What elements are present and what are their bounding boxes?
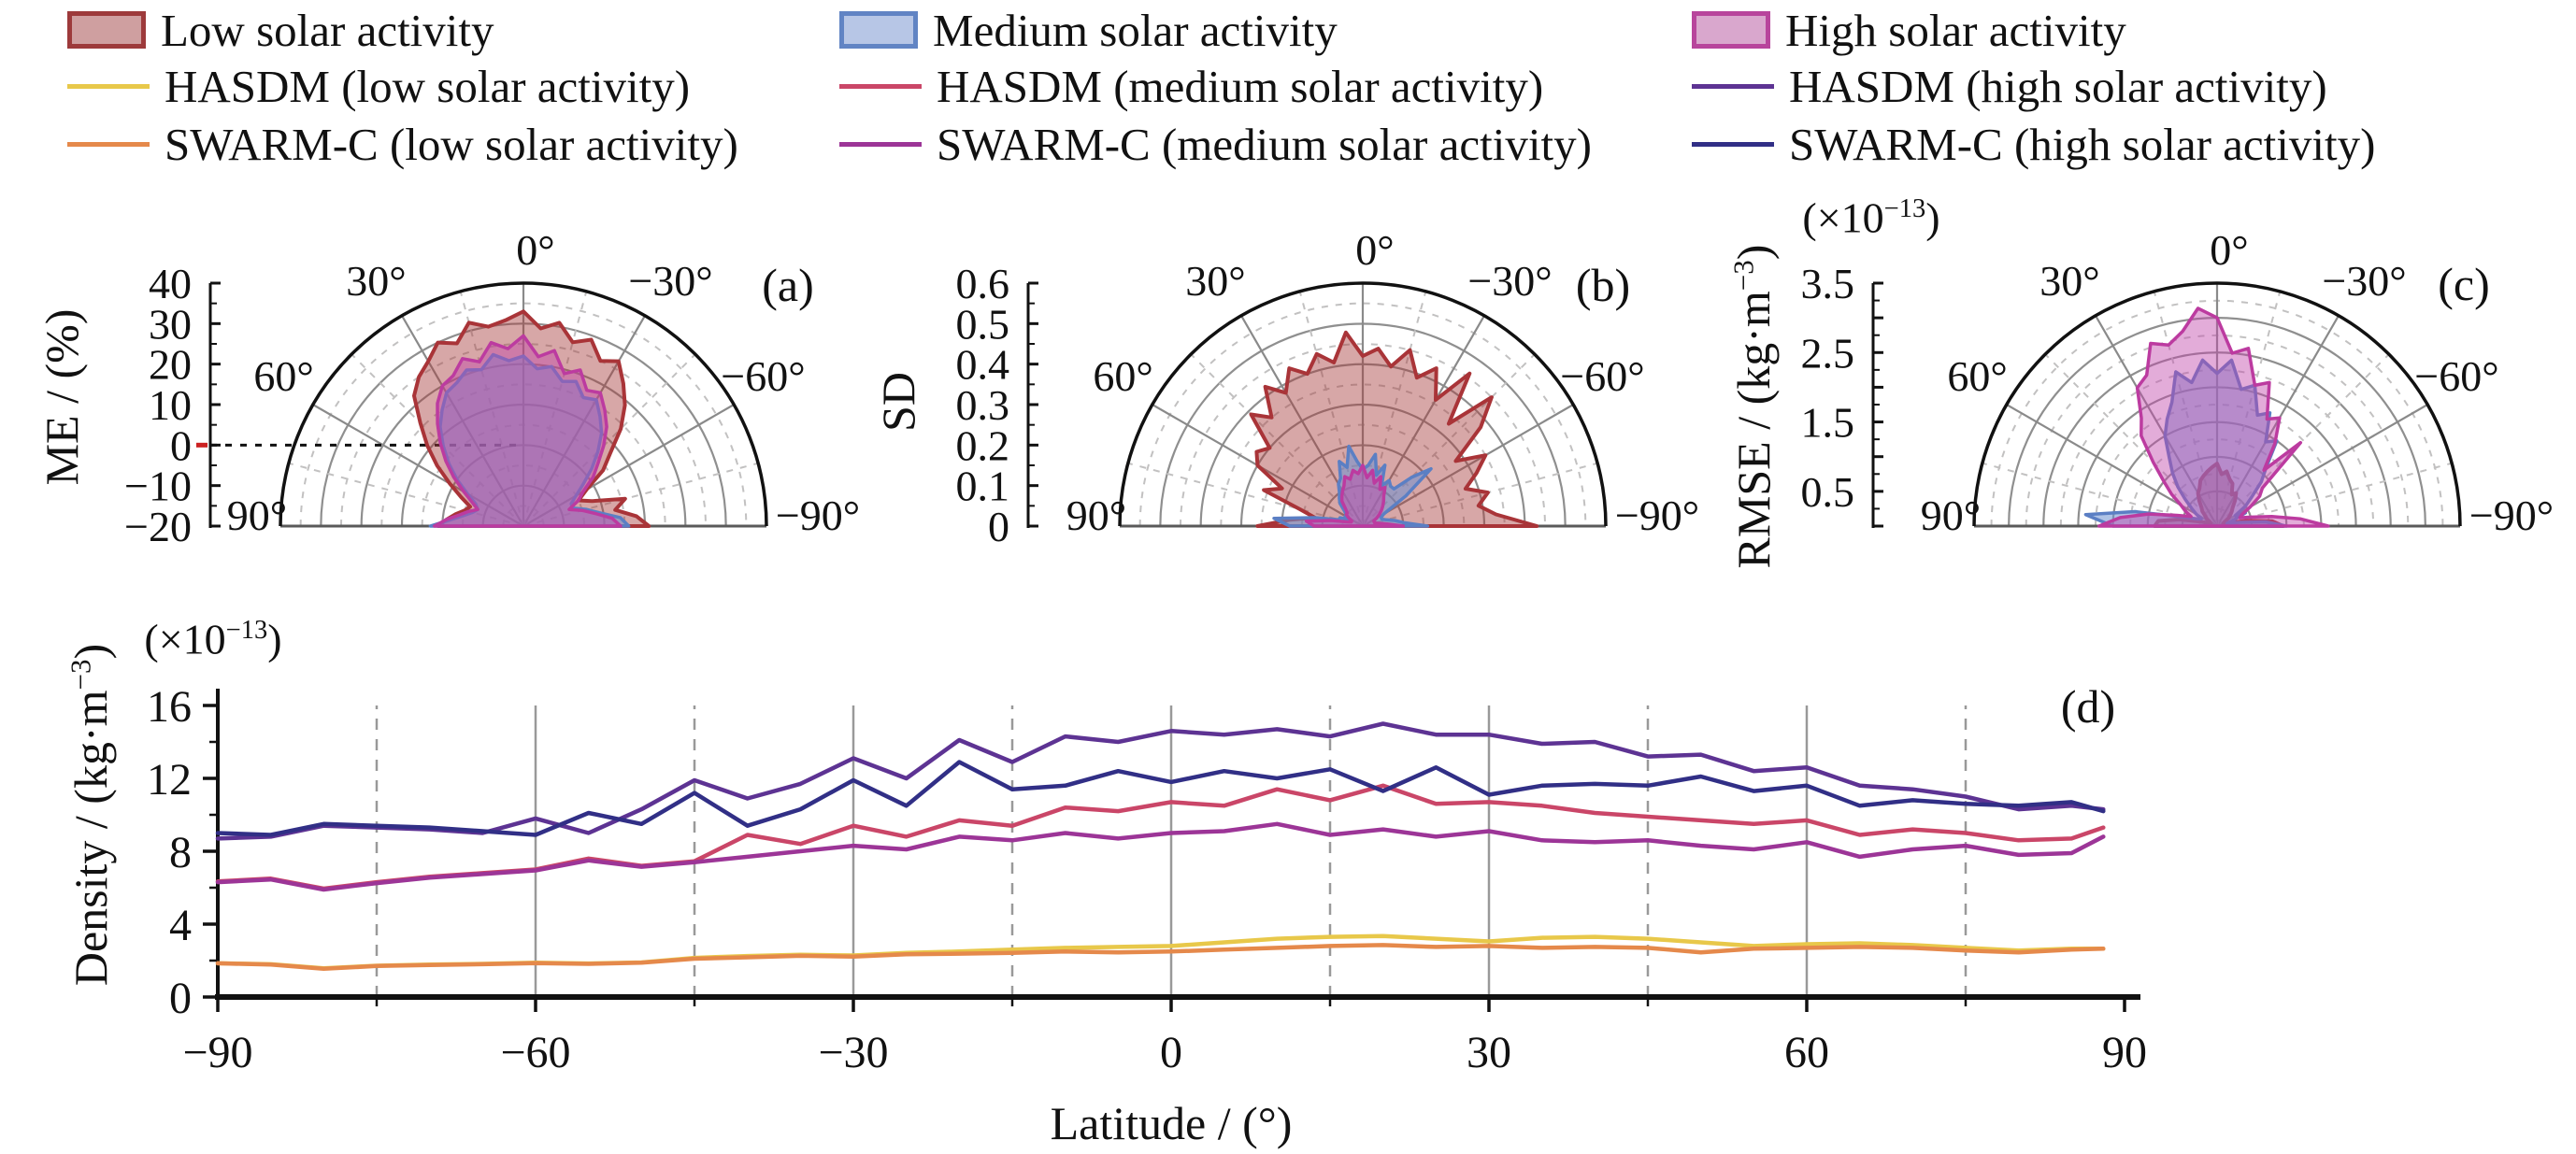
high-activity-swatch: [1692, 11, 1770, 49]
legend-label: HASDM (high solar activity): [1789, 60, 2327, 112]
legend-item-swarmc-low: SWARM-C (low solar activity): [67, 119, 738, 170]
panel-letter-b: (b): [1575, 259, 1631, 311]
density-axis-title: Density / (kg·m−3): [64, 643, 117, 987]
svg-text:90°: 90°: [1066, 492, 1126, 539]
legend-item-swarmc-high: SWARM-C (high solar activity): [1692, 119, 2375, 170]
legend-label: SWARM-C (low solar activity): [165, 118, 738, 170]
svg-text:−30°: −30°: [1467, 257, 1552, 305]
rmse-scale-note: (×10−13): [1802, 193, 1940, 242]
me-axis-title: ME / (%): [36, 308, 88, 486]
latitude-axis-title: Latitude / (°): [1050, 1097, 1293, 1149]
svg-text:0.3: 0.3: [956, 381, 1010, 429]
svg-text:0.4: 0.4: [956, 341, 1010, 389]
svg-text:30°: 30°: [2039, 257, 2099, 305]
svg-text:−30: −30: [818, 1028, 888, 1077]
svg-text:−90°: −90°: [776, 492, 860, 539]
panel-letter-c: (c): [2438, 258, 2490, 310]
svg-text:30°: 30°: [346, 257, 406, 305]
legend-label: HASDM (medium solar activity): [937, 60, 1544, 112]
svg-text:0: 0: [1160, 1028, 1182, 1077]
hasdm-medium-line-swatch: [839, 83, 922, 89]
swarmc-high-line-swatch: [1692, 141, 1774, 147]
svg-text:90°: 90°: [227, 492, 287, 539]
svg-text:−90°: −90°: [1615, 492, 1699, 539]
legend-label: Low solar activity: [161, 4, 494, 56]
legend-item-hasdm-high: HASDM (high solar activity): [1692, 61, 2327, 112]
legend-label: SWARM-C (medium solar activity): [937, 118, 1592, 170]
svg-text:0°: 0°: [1355, 226, 1394, 274]
svg-text:30: 30: [1467, 1028, 1511, 1077]
svg-text:−60: −60: [500, 1028, 570, 1077]
legend-item-low: Low solar activity: [67, 5, 494, 56]
svg-text:0.2: 0.2: [956, 421, 1010, 469]
svg-text:0.6: 0.6: [956, 260, 1010, 307]
legend-item-medium: Medium solar activity: [839, 5, 1338, 56]
svg-text:90: 90: [2102, 1028, 2147, 1077]
svg-text:−60°: −60°: [2414, 352, 2498, 400]
legend-label: HASDM (low solar activity): [165, 60, 691, 112]
svg-text:0.5: 0.5: [1801, 468, 1855, 516]
rmse-axis-title: RMSE / (kg·m−3): [1726, 244, 1780, 569]
hasdm-high-line-swatch: [1692, 83, 1774, 89]
svg-text:0.1: 0.1: [956, 463, 1010, 510]
svg-text:0: 0: [170, 421, 192, 469]
svg-text:8: 8: [169, 828, 192, 877]
sd-axis-title: SD: [872, 372, 924, 432]
legend-item-hasdm-low: HASDM (low solar activity): [67, 61, 690, 112]
svg-text:−30°: −30°: [2322, 257, 2406, 305]
svg-text:20: 20: [149, 341, 192, 389]
svg-text:0: 0: [169, 974, 192, 1023]
svg-text:3.5: 3.5: [1801, 260, 1855, 307]
svg-text:60: 60: [1784, 1028, 1829, 1077]
legend-item-hasdm-medium: HASDM (medium solar activity): [839, 61, 1543, 112]
svg-text:10: 10: [149, 381, 192, 429]
svg-text:1.5: 1.5: [1801, 399, 1855, 447]
svg-text:0°: 0°: [2210, 226, 2248, 274]
svg-text:2.5: 2.5: [1801, 329, 1855, 377]
density-scale-note: (×10−13): [144, 615, 282, 663]
legend-label: SWARM-C (high solar activity): [1789, 118, 2376, 170]
svg-text:0: 0: [988, 503, 1009, 550]
svg-text:−30°: −30°: [628, 257, 712, 305]
svg-text:60°: 60°: [1093, 352, 1152, 400]
svg-text:−10: −10: [124, 463, 192, 510]
legend-label: High solar activity: [1785, 4, 2126, 56]
medium-activity-swatch: [839, 11, 918, 49]
svg-text:4: 4: [169, 901, 192, 950]
legend-item-swarmc-medium: SWARM-C (medium solar activity): [839, 119, 1592, 170]
svg-text:90°: 90°: [1921, 492, 1981, 539]
svg-text:−90°: −90°: [2469, 492, 2554, 539]
swarmc-low-line-swatch: [67, 141, 150, 147]
panel-letter-a: (a): [762, 259, 814, 311]
svg-text:0.5: 0.5: [956, 300, 1010, 348]
svg-text:−60°: −60°: [721, 352, 805, 400]
panel-letter-d: (d): [2060, 680, 2116, 733]
legend-label: Medium solar activity: [933, 4, 1338, 56]
svg-text:30: 30: [149, 300, 192, 348]
low-activity-swatch: [67, 11, 146, 49]
svg-text:−60°: −60°: [1560, 352, 1644, 400]
svg-text:12: 12: [147, 755, 192, 805]
svg-text:60°: 60°: [253, 352, 313, 400]
svg-text:−90: −90: [182, 1028, 252, 1077]
svg-text:0°: 0°: [516, 226, 554, 274]
hasdm-low-line-swatch: [67, 83, 150, 89]
svg-text:60°: 60°: [1947, 352, 2007, 400]
svg-text:40: 40: [149, 260, 192, 307]
svg-text:16: 16: [147, 682, 192, 732]
svg-text:30°: 30°: [1185, 257, 1245, 305]
svg-text:−20: −20: [124, 503, 192, 550]
swarmc-medium-line-swatch: [839, 141, 922, 147]
legend-item-high: High solar activity: [1692, 5, 2126, 56]
